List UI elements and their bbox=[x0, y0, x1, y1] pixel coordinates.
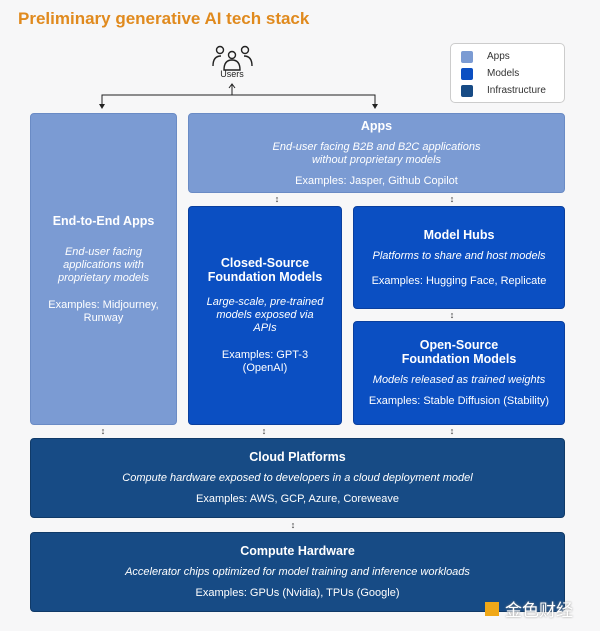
box-title: Apps bbox=[360, 118, 393, 133]
box-examples: Examples: Hugging Face, Replicate bbox=[371, 274, 547, 287]
box-title: Cloud Platforms bbox=[249, 450, 346, 464]
open-source-models-box: Open-Source Foundation Models Models rel… bbox=[353, 321, 565, 425]
box-title: Compute Hardware bbox=[240, 544, 355, 558]
legend-label: Apps bbox=[487, 51, 510, 62]
compute-hardware-box: Compute Hardware Accelerator chips optim… bbox=[30, 532, 565, 612]
bidirectional-arrow-icon: ↕ bbox=[261, 426, 267, 436]
apps-box: Apps End-user facing B2B and B2C applica… bbox=[188, 113, 565, 193]
users-connector bbox=[99, 45, 378, 109]
legend-label: Infrastructure bbox=[487, 85, 546, 96]
legend-item-models: Models bbox=[461, 65, 554, 82]
box-examples: Examples: GPT-3 (OpenAI) bbox=[221, 349, 309, 374]
box-description: End-user facing B2B and B2C applications… bbox=[272, 140, 481, 166]
cloud-platforms-box: Cloud Platforms Compute hardware exposed… bbox=[30, 438, 565, 518]
bidirectional-arrow-icon: ↕ bbox=[100, 426, 106, 436]
box-description: Platforms to share and host models bbox=[372, 249, 546, 262]
box-description: Accelerator chips optimized for model tr… bbox=[125, 566, 470, 578]
legend: Apps Models Infrastructure bbox=[450, 43, 565, 103]
watermark: 金色财经 bbox=[485, 596, 573, 621]
closed-source-models-box: Closed-Source Foundation Models Large-sc… bbox=[188, 206, 342, 425]
bidirectional-arrow-icon: ↕ bbox=[449, 426, 455, 436]
bidirectional-arrow-icon: ↕ bbox=[449, 310, 455, 320]
swatch bbox=[461, 67, 473, 80]
swatch bbox=[461, 50, 473, 63]
box-examples: Examples: AWS, GCP, Azure, Coreweave bbox=[196, 493, 399, 505]
end-to-end-apps-box: End-to-End Apps End-user facing applicat… bbox=[30, 113, 177, 425]
legend-item-infrastructure: Infrastructure bbox=[461, 82, 554, 99]
box-examples: Examples: Stable Diffusion (Stability) bbox=[368, 395, 550, 407]
box-examples: Examples: Midjourney, Runway bbox=[48, 298, 159, 324]
box-description: Models released as trained weights bbox=[372, 374, 546, 386]
page-title: Preliminary generative AI tech stack bbox=[18, 9, 310, 28]
legend-item-apps: Apps bbox=[461, 48, 554, 65]
watermark-text: 金色财经 bbox=[505, 601, 573, 620]
box-title: End-to-End Apps bbox=[52, 213, 155, 228]
box-examples: Examples: Jasper, Github Copilot bbox=[295, 174, 458, 187]
legend-label: Models bbox=[487, 68, 520, 79]
box-title: Open-Source Foundation Models bbox=[401, 338, 517, 366]
box-description: Compute hardware exposed to developers i… bbox=[122, 472, 473, 484]
users-label: Users bbox=[220, 69, 244, 79]
bidirectional-arrow-icon: ↕ bbox=[290, 520, 296, 530]
bidirectional-arrow-icon: ↕ bbox=[274, 194, 280, 204]
users-icon bbox=[212, 45, 253, 71]
swatch bbox=[461, 84, 473, 97]
box-description: End-user facing applications with propri… bbox=[57, 245, 150, 284]
watermark-logo-icon bbox=[485, 601, 499, 616]
box-title: Closed-Source Foundation Models bbox=[207, 256, 323, 284]
box-description: Large-scale, pre-trained models exposed … bbox=[206, 296, 324, 334]
bidirectional-arrow-icon: ↕ bbox=[449, 194, 455, 204]
model-hubs-box: Model Hubs Platforms to share and host m… bbox=[353, 206, 565, 309]
box-title: Model Hubs bbox=[423, 227, 495, 242]
box-examples: Examples: GPUs (Nvidia), TPUs (Google) bbox=[195, 587, 400, 599]
